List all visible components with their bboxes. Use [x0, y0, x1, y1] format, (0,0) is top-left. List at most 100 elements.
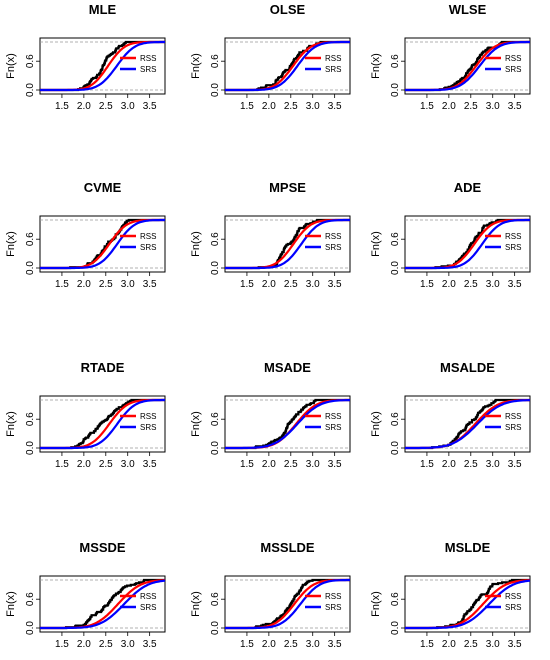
panel-msade: MSADE 0.0 0.6 Fn(x) 1.5 2.0 2.5 3.0 3.5 RSS SRS: [190, 360, 351, 470]
panel-title: WLSE: [449, 2, 487, 17]
y-axis-label: Fn(x): [5, 53, 17, 79]
plot-frame: [224, 215, 351, 273]
plot-frame: [224, 37, 351, 95]
srs-cdf-line: [40, 218, 165, 270]
legend-label-rss: RSS: [505, 412, 521, 421]
x-tick-label: 1.5: [55, 101, 69, 112]
y-tick-label: 0.0: [210, 621, 221, 635]
legend-label-srs: SRS: [140, 603, 156, 612]
legend-label-rss: RSS: [140, 412, 156, 421]
y-tick-label: 0.0: [390, 441, 401, 455]
legend-label-rss: RSS: [325, 412, 341, 421]
y-axis-label: Fn(x): [370, 411, 382, 437]
panel-cvme: CVME 0.0 0.6 Fn(x) 1.5 2.0 2.5 3.0 3.5 RSS SRS: [5, 180, 166, 290]
srs-cdf-line: [40, 398, 165, 450]
y-axis-label: Fn(x): [190, 231, 202, 257]
empirical-cdf-line: [405, 40, 530, 92]
x-tick-label: 1.5: [55, 279, 69, 290]
x-tick-label: 3.0: [486, 639, 500, 650]
x-tick-label: 2.5: [99, 279, 113, 290]
legend-label-rss: RSS: [325, 54, 341, 63]
y-axis-label: Fn(x): [190, 53, 202, 79]
x-tick-label: 1.5: [420, 101, 434, 112]
legend-label-srs: SRS: [505, 243, 521, 252]
x-tick-label: 2.0: [442, 459, 456, 470]
x-tick-label: 2.5: [284, 459, 298, 470]
plot-frame: [224, 575, 351, 633]
x-tick-label: 2.0: [262, 639, 276, 650]
plot-frame: [39, 215, 166, 273]
x-tick-label: 3.0: [486, 101, 500, 112]
x-tick-label: 2.0: [77, 459, 91, 470]
panel-title: ADE: [454, 180, 482, 195]
x-tick-label: 1.5: [240, 639, 254, 650]
y-tick-label: 0.0: [25, 621, 36, 635]
legend-label-srs: SRS: [505, 603, 521, 612]
x-tick-label: 3.5: [143, 459, 157, 470]
x-tick-label: 3.5: [328, 459, 342, 470]
legend-label-srs: SRS: [325, 65, 341, 74]
srs-cdf-line: [405, 40, 530, 92]
x-tick-label: 2.0: [77, 279, 91, 290]
y-axis-label: Fn(x): [370, 231, 382, 257]
x-tick-label: 2.5: [99, 459, 113, 470]
panel-title: MSSDE: [79, 540, 126, 555]
y-tick-label: 0.0: [25, 441, 36, 455]
x-tick-label: 3.5: [508, 101, 522, 112]
empirical-cdf-line: [225, 578, 350, 630]
panel-title: CVME: [84, 180, 122, 195]
empirical-cdf-line: [405, 578, 530, 630]
srs-cdf-line: [225, 578, 350, 630]
plot-frame: [39, 37, 166, 95]
empirical-cdf-line: [225, 398, 350, 450]
y-axis-label: Fn(x): [190, 411, 202, 437]
panel-title: MSALDE: [440, 360, 495, 375]
x-tick-label: 3.0: [121, 101, 135, 112]
srs-cdf-line: [225, 218, 350, 270]
panel-title: MSLDE: [445, 540, 491, 555]
panel-rtade: RTADE 0.0 0.6 Fn(x) 1.5 2.0 2.5 3.0 3.5 RSS SRS: [5, 360, 166, 470]
y-tick-label: 0.0: [390, 83, 401, 97]
panel-ade: ADE 0.0 0.6 Fn(x) 1.5 2.0 2.5 3.0 3.5 RSS SRS: [370, 180, 531, 290]
plot-frame: [39, 575, 166, 633]
x-tick-label: 3.5: [143, 101, 157, 112]
plot-frame: [404, 37, 531, 95]
y-tick-label: 0.6: [390, 592, 401, 606]
panel-msslde: MSSLDE 0.0 0.6 Fn(x) 1.5 2.0 2.5 3.0 3.5 RSS SRS: [190, 540, 351, 650]
legend-label-srs: SRS: [140, 423, 156, 432]
x-tick-label: 3.0: [306, 279, 320, 290]
panel-title: MSADE: [264, 360, 311, 375]
y-tick-label: 0.6: [25, 592, 36, 606]
panel-mssde: MSSDE 0.0 0.6 Fn(x) 1.5 2.0 2.5 3.0 3.5 RSS SRS: [5, 540, 166, 650]
x-tick-label: 2.5: [464, 279, 478, 290]
panel-msalde: MSALDE 0.0 0.6 Fn(x) 1.5 2.0 2.5 3.0 3.5 RSS SRS: [370, 360, 531, 470]
empirical-cdf-line: [40, 398, 165, 450]
x-tick-label: 2.0: [77, 639, 91, 650]
x-tick-label: 3.5: [508, 279, 522, 290]
legend-label-rss: RSS: [505, 54, 521, 63]
y-tick-label: 0.0: [25, 83, 36, 97]
y-tick-label: 0.6: [210, 232, 221, 246]
legend-label-srs: SRS: [325, 423, 341, 432]
srs-cdf-line: [405, 579, 531, 630]
x-tick-label: 2.5: [464, 101, 478, 112]
plot-frame: [404, 575, 531, 633]
empirical-cdf-line: [40, 40, 165, 92]
x-tick-label: 2.5: [464, 459, 478, 470]
x-tick-label: 3.0: [306, 101, 320, 112]
panel-title: MSSLDE: [260, 540, 315, 555]
panel-title: RTADE: [81, 360, 125, 375]
x-tick-label: 2.0: [442, 279, 456, 290]
x-tick-label: 2.0: [262, 101, 276, 112]
legend-label-rss: RSS: [140, 232, 156, 241]
panel-title: MLE: [89, 2, 117, 17]
x-tick-label: 3.5: [328, 639, 342, 650]
x-tick-label: 1.5: [240, 101, 254, 112]
x-tick-label: 3.0: [306, 639, 320, 650]
panel-mpse: MPSE 0.0 0.6 Fn(x) 1.5 2.0 2.5 3.0 3.5 RSS SRS: [190, 180, 351, 290]
y-tick-label: 0.0: [390, 621, 401, 635]
x-tick-label: 1.5: [55, 639, 69, 650]
y-tick-label: 0.6: [25, 54, 36, 68]
empirical-cdf-line: [40, 578, 165, 630]
plot-frame: [404, 215, 531, 273]
